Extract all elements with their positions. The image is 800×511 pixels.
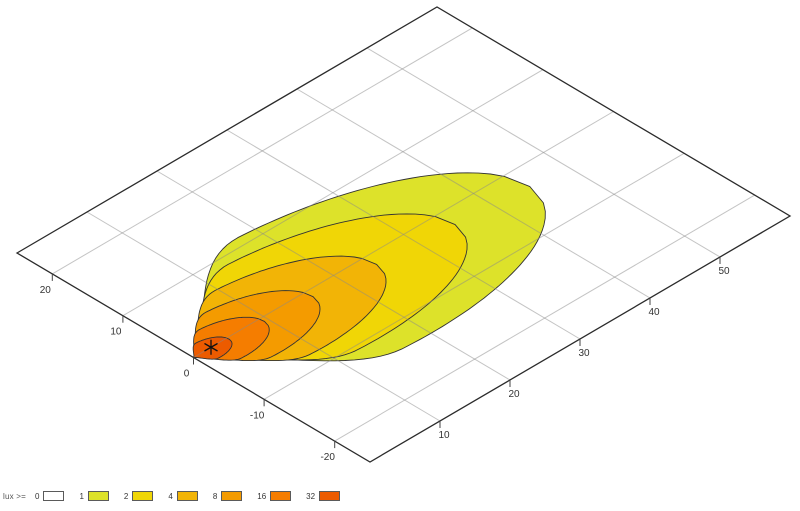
- y-tick-label--10: -10: [250, 410, 265, 421]
- grid-line-x-50: [366, 47, 721, 258]
- y-tick-label-0: 0: [184, 369, 190, 380]
- grid-line-x-40: [296, 88, 651, 299]
- x-tick-label-20: 20: [508, 389, 520, 400]
- plot-border: [15, 6, 792, 463]
- legend-value-16: 16: [257, 491, 267, 501]
- y-tick-label-20: 20: [40, 285, 52, 296]
- legend-swatch-0: [43, 491, 65, 501]
- grid-line-x-10: [86, 211, 441, 422]
- legend-value-8: 8: [212, 491, 218, 501]
- legend-swatch-1: [87, 491, 109, 501]
- x-tick-label-40: 40: [648, 307, 660, 318]
- legend: lux >= 0 1 2 4 8 16 32: [3, 487, 355, 505]
- x-tick-label-50: 50: [718, 266, 730, 277]
- x-tick-label-10: 10: [438, 430, 450, 441]
- marker-spoke: [204, 343, 218, 352]
- y-tick-label-10: 10: [110, 327, 122, 338]
- legend-title: lux >=: [3, 491, 26, 501]
- legend-value-32: 32: [306, 491, 316, 501]
- legend-value-1: 1: [79, 491, 84, 501]
- grid-line-x-20: [156, 170, 511, 381]
- legend-swatch-2: [132, 491, 154, 501]
- x-tick-label-30: 30: [578, 348, 590, 359]
- legend-swatch-32: [319, 491, 341, 501]
- legend-value-0: 0: [35, 491, 40, 501]
- source-marker-asterisk-icon: [204, 339, 218, 355]
- legend-value-4: 4: [168, 491, 173, 501]
- legend-value-2: 2: [123, 491, 129, 501]
- legend-swatch-8: [221, 491, 243, 501]
- y-tick-label--20: -20: [320, 452, 335, 463]
- legend-swatch-4: [176, 491, 198, 501]
- legend-swatch-16: [270, 491, 292, 501]
- grid-line-x-30: [226, 129, 581, 340]
